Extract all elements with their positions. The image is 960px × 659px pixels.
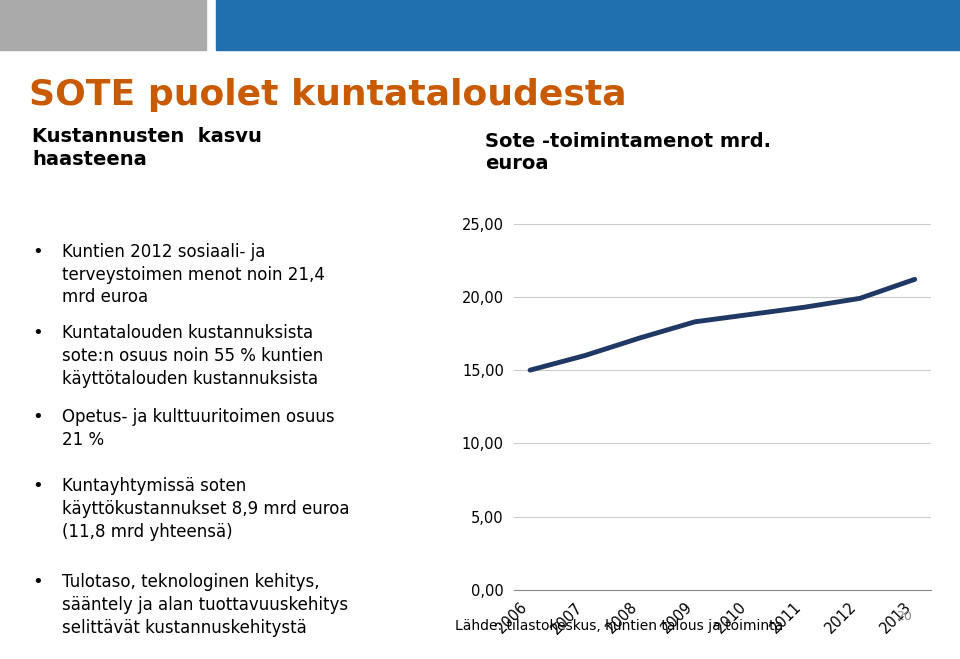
Text: Sote -toimintamenot mrd.
euroa: Sote -toimintamenot mrd. euroa — [485, 132, 771, 173]
Text: •: • — [33, 573, 43, 591]
Text: Lähde: tilastokeskus, kuntien talous ja toiminta: Lähde: tilastokeskus, kuntien talous ja … — [455, 619, 783, 633]
Text: •: • — [33, 243, 43, 260]
Text: SOTE puolet kuntataloudesta: SOTE puolet kuntataloudesta — [29, 78, 627, 112]
Text: Kuntatalouden kustannuksista
sote:n osuus noin 55 % kuntien
käyttötalouden kusta: Kuntatalouden kustannuksista sote:n osuu… — [62, 324, 324, 388]
Bar — [216, 0, 960, 50]
Text: Tulotaso, teknologinen kehitys,
sääntely ja alan tuottavuuskehitys
selittävät ku: Tulotaso, teknologinen kehitys, sääntely… — [62, 573, 348, 637]
Text: Opetus- ja kulttuuritoimen osuus
21 %: Opetus- ja kulttuuritoimen osuus 21 % — [62, 408, 335, 449]
Bar — [0, 0, 206, 50]
Text: Kuntien 2012 sosiaali- ja
terveystoimen menot noin 21,4
mrd euroa: Kuntien 2012 sosiaali- ja terveystoimen … — [62, 243, 325, 306]
Text: •: • — [33, 477, 43, 495]
Text: •: • — [33, 408, 43, 426]
Text: Kustannusten  kasvu
haasteena: Kustannusten kasvu haasteena — [33, 127, 262, 169]
Text: •: • — [33, 324, 43, 342]
Text: Kuntayhtymissä soten
käyttökustannukset 8,9 mrd euroa
(11,8 mrd yhteensä): Kuntayhtymissä soten käyttökustannukset … — [62, 477, 349, 541]
Text: 20: 20 — [896, 610, 912, 623]
